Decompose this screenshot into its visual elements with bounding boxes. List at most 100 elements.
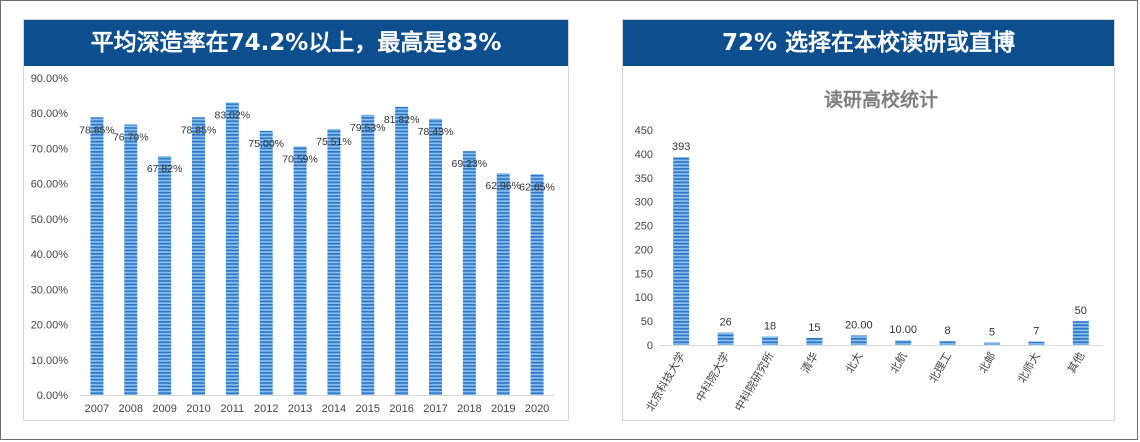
data-label: 393 [672,141,690,153]
bar-北邮 [984,342,1000,345]
data-label: 75.51% [316,136,352,148]
x-tick-label: 北大 [842,350,865,376]
bar-北师大 [1028,341,1045,345]
bar-2011 [225,102,239,395]
data-label: 78.85% [79,124,115,136]
x-tick-label: 中科院研究所 [731,350,776,414]
graduate-rate-bar-chart: 0.00% 10.00% 20.00% 30.00% 40.00% 50.00% 60.00… [31,73,555,415]
y-tick-label: 100 [635,292,653,304]
bar-北大 [850,335,867,345]
x-tick-label: 2014 [322,403,346,415]
bar-北理工 [939,341,956,345]
bar-2012 [259,130,273,395]
y-tick-label: 250 [635,221,653,233]
x-tick-label: 2012 [254,403,278,415]
x-tick-label: 北师大 [1014,350,1043,386]
data-label: 67.82% [147,163,183,175]
data-label: 20.00 [845,319,873,331]
bar-2010 [192,117,205,396]
left-chart-panel: 平均深造率在74.2%以上，最高是83% 0.00% 10.00% 20.00% 30… [23,19,569,421]
x-tick-label: 中科院大学 [693,350,733,405]
bar-北京科技大学 [673,157,690,345]
right-chart-panel: 72% 选择在本校读研或直博 读研高校统计 0 50 100 150 200 250 300 3… [622,19,1115,421]
bar-2020 [530,174,544,395]
x-tick-label: 2008 [119,403,143,415]
y-tick-label: 40.00% [31,249,69,261]
graduate-school-bar-chart: 读研高校统计 0 50 100 150 200 250 300 350 400 450 393 北京科技… [635,88,1103,414]
y-tick-label: 200 [635,244,653,256]
bar-清华 [806,337,823,345]
x-tick-label: 北理工 [926,350,954,385]
data-label: 10.00 [889,324,917,336]
x-tick-label: 2017 [423,403,447,415]
bar-北航 [895,340,912,345]
y-tick-label: 60.00% [31,179,69,191]
bar-2017 [429,118,442,395]
chart-title: 读研高校统计 [824,88,938,111]
data-label: 15 [808,322,820,334]
y-tick-label: 0 [647,340,653,352]
bar-中科院研究所 [762,336,778,345]
data-label: 18 [764,320,776,332]
y-tick-label: 350 [635,173,653,185]
bar-2009 [158,156,172,395]
y-tick-label: 70.00% [31,143,69,155]
right-banner-title: 72% 选择在本校读研或直博 [623,20,1114,66]
x-tick-label: 2015 [356,403,380,415]
y-tick-label: 0.00% [37,390,68,402]
bar-2014 [327,129,341,396]
x-tick-label: 2018 [457,403,481,415]
bar-2016 [395,106,409,396]
x-tick-label: 2009 [152,403,176,415]
x-tick-label: 2007 [85,403,109,415]
left-banner-title: 平均深造率在74.2%以上，最高是83% [24,20,568,66]
y-tick-label: 10.00% [31,355,69,367]
y-tick-label: 30.00% [31,284,69,296]
y-tick-label: 450 [635,125,653,137]
y-tick-label: 50 [641,316,653,328]
x-tick-label: 2010 [186,403,210,415]
data-label: 69.23% [452,158,488,170]
data-label: 8 [945,325,951,337]
data-label: 62.96% [485,180,521,192]
x-tick-label: 2020 [525,403,549,415]
x-tick-label: 2016 [389,403,413,415]
data-label: 79.53% [350,122,386,134]
y-tick-label: 50.00% [31,214,69,226]
data-label: 78.43% [418,126,454,138]
x-tick-label: 北邮 [976,350,998,376]
y-tick-label: 20.00% [31,320,69,332]
data-label: 7 [1033,326,1039,338]
x-tick-label: 北航 [887,350,910,376]
data-label: 81.82% [384,114,420,126]
x-tick-label: 北京科技大学 [643,350,688,414]
bar-2018 [462,151,476,395]
data-label: 26 [719,317,731,329]
data-label: 50 [1075,305,1087,317]
data-label: 70.59% [282,153,318,165]
bar-中科院大学 [717,332,734,345]
y-tick-label: 90.00% [31,73,69,85]
y-tick-label: 300 [635,197,653,209]
bar-其他 [1072,321,1089,345]
bar-2013 [293,146,307,395]
data-label: 76.79% [113,132,149,144]
y-tick-label: 80.00% [31,108,69,120]
x-tick-label: 2011 [221,403,245,415]
x-tick-label: 2019 [491,403,515,415]
x-tick-label: 2013 [288,403,312,415]
bar-2019 [496,173,510,395]
bar-2008 [124,124,138,395]
x-tick-label: 其他 [1065,350,1087,376]
x-tick-label: 清华 [798,350,821,376]
data-label: 5 [989,327,995,339]
data-label: 62.65% [519,181,555,193]
y-tick-label: 400 [635,149,653,161]
bar-2015 [361,114,375,395]
data-label: 75.00% [248,138,284,150]
bar-2007 [90,117,104,396]
data-label: 78.85% [181,124,217,136]
y-tick-label: 150 [635,268,653,280]
data-label: 83.02% [215,110,251,122]
